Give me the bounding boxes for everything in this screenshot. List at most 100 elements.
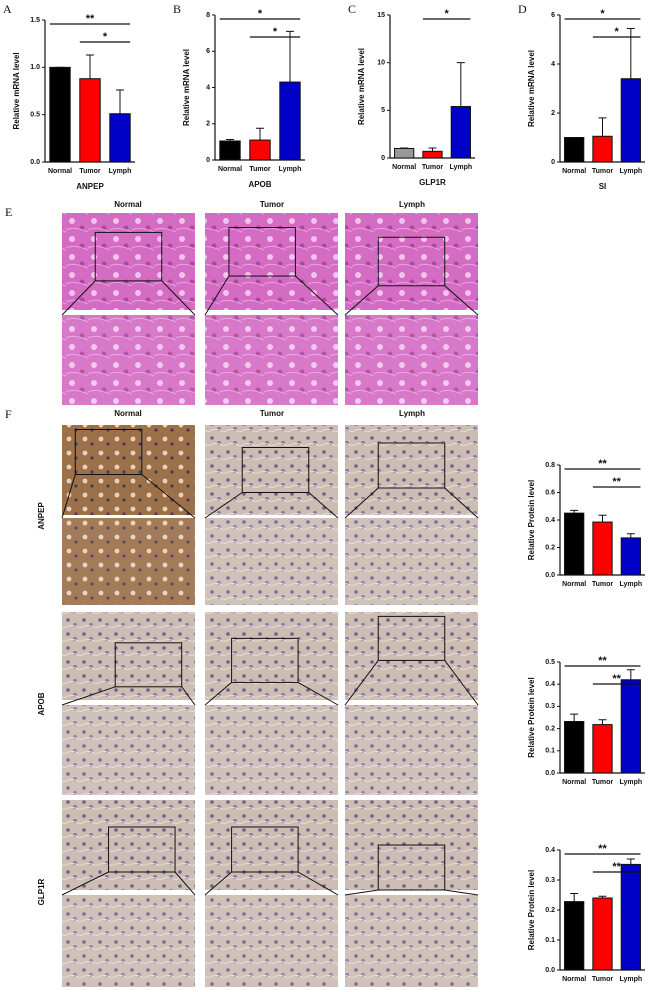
error-bar: [598, 719, 607, 725]
histology-image: [62, 315, 195, 405]
histology-image: [345, 895, 478, 987]
x-tick-label: Normal: [218, 166, 242, 173]
bar: [279, 81, 301, 161]
y-tick-label: 0.1: [545, 937, 555, 944]
column-header: Lymph: [399, 409, 425, 418]
zoom-line: [204, 682, 232, 706]
inset-box: [94, 231, 163, 282]
error-bar: [428, 147, 437, 152]
panel-letter: F: [5, 407, 12, 421]
y-axis-label: Relative Protein level: [527, 677, 536, 757]
y-axis-label: Relative Protein level: [527, 870, 536, 950]
histology-image: [205, 705, 338, 795]
y-tick-label: 15: [377, 12, 385, 19]
x-tick-label: Normal: [562, 581, 586, 588]
bar: [564, 720, 585, 774]
row-label: ANPEP: [37, 502, 46, 530]
y-tick-label: 0.6: [545, 489, 555, 496]
y-tick-label: 8: [206, 12, 210, 19]
error-bar: [626, 669, 635, 680]
y-axis-label: Relative Protein level: [527, 480, 536, 560]
bar: [564, 901, 585, 971]
y-tick-label: 0.1: [545, 748, 555, 755]
y-tick-label: 0.3: [545, 877, 555, 884]
bar: [592, 521, 613, 576]
y-tick-label: 0.4: [545, 517, 555, 524]
zoom-line: [308, 492, 339, 519]
significance-label: *: [600, 8, 605, 20]
x-tick-label: Tumor: [592, 976, 614, 983]
histology-image: [345, 213, 478, 310]
panel-letter: D: [518, 2, 527, 16]
inset-box: [377, 844, 446, 891]
bar: [592, 724, 613, 774]
bar: [564, 137, 585, 163]
significance-label: *: [615, 26, 620, 38]
significance-label: **: [598, 843, 607, 855]
x-tick-label: Lymph: [109, 168, 132, 175]
y-axis-label: Relative mRNA level: [12, 52, 21, 129]
x-tick-label: Lymph: [449, 164, 472, 171]
error-bar: [226, 139, 234, 141]
y-tick-label: 6: [551, 12, 555, 19]
error-bar: [626, 858, 635, 865]
zoom-line: [161, 280, 196, 316]
x-tick-label: Normal: [562, 976, 586, 983]
zoom-line: [444, 285, 479, 316]
zoom-line: [344, 889, 379, 896]
x-tick-label: Tumor: [79, 168, 101, 175]
histology-image: [345, 612, 478, 700]
y-axis-label: Relative mRNA level: [357, 48, 366, 125]
y-tick-label: 10: [377, 60, 385, 67]
x-axis-label: SI: [599, 182, 607, 191]
x-tick-label: Normal: [562, 779, 586, 786]
y-tick-label: 0.2: [545, 907, 555, 914]
column-header: Normal: [114, 200, 142, 209]
histology-image: [62, 800, 195, 890]
y-tick-label: 0.0: [545, 967, 555, 974]
error-bar: [626, 533, 635, 538]
x-tick-label: Normal: [392, 164, 416, 171]
error-bar: [570, 893, 579, 902]
histology-image: [345, 425, 478, 515]
error-bar: [570, 509, 579, 514]
inset-box: [108, 826, 176, 873]
x-tick-label: Tumor: [422, 164, 444, 171]
bar: [620, 863, 641, 971]
y-tick-label: 0.0: [545, 770, 555, 777]
inset-box: [74, 429, 143, 475]
histology-image: [205, 315, 338, 405]
error-bar: [598, 895, 607, 898]
bar: [394, 147, 415, 159]
column-header: Normal: [114, 409, 142, 418]
bar: [620, 78, 641, 163]
row-label: GLP1R: [37, 878, 46, 905]
column-header: Lymph: [399, 200, 425, 209]
y-tick-label: 0.0: [545, 572, 555, 579]
inset-box: [114, 642, 183, 688]
x-tick-label: Normal: [48, 168, 72, 175]
bar: [109, 113, 131, 163]
significance-label: *: [445, 8, 450, 20]
error-bar: [116, 89, 124, 114]
error-bar: [256, 127, 264, 141]
zoom-line: [181, 686, 196, 706]
error-bar: [598, 514, 607, 523]
histology-image: [62, 705, 195, 795]
x-tick-label: Tumor: [249, 166, 271, 173]
significance-label: **: [612, 476, 621, 488]
histology-image: [205, 800, 338, 890]
x-tick-label: Normal: [562, 168, 586, 175]
y-tick-label: 2: [551, 110, 555, 117]
bar: [249, 139, 271, 161]
y-tick-label: 4: [551, 61, 555, 68]
y-tick-label: 5: [381, 107, 385, 114]
x-tick-label: Tumor: [592, 168, 614, 175]
significance-label: *: [103, 31, 108, 43]
x-tick-label: Lymph: [619, 581, 642, 588]
histology-image: [62, 518, 195, 605]
error-bar: [626, 27, 635, 79]
zoom-line: [204, 492, 243, 519]
